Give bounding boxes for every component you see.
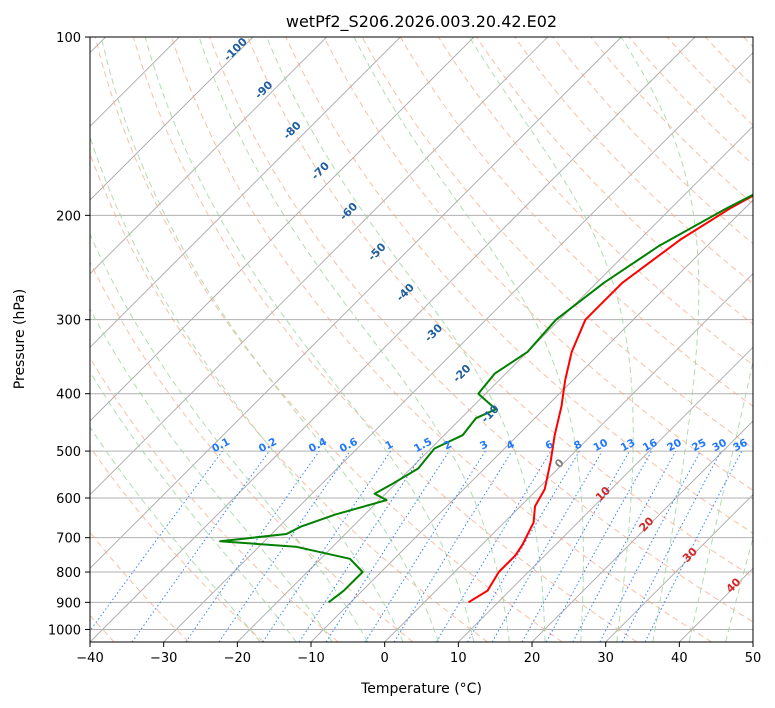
chart-title: wetPf2_S206.2026.003.20.42.E02: [286, 12, 557, 32]
moist-adiabat: [90, 135, 404, 642]
y-tick-label: 700: [56, 532, 81, 547]
mixing-ratio-line: [218, 450, 351, 642]
moist-adiabat: [620, 37, 700, 642]
x-tick-label: −30: [150, 651, 177, 666]
moist-adiabat: [266, 37, 546, 642]
dry-adiabat: [552, 37, 753, 245]
mixing-ratio-line: [262, 450, 392, 642]
dry-adiabat: [90, 152, 488, 642]
isotherm: [90, 37, 696, 642]
mixing-ratio-line: [131, 450, 270, 642]
mixing-ratio-line: [545, 450, 653, 642]
x-tick-label: 10: [450, 651, 467, 666]
dry-adiabat: [209, 37, 753, 623]
plot-frame: [89, 36, 754, 643]
dry-adiabat: [514, 37, 753, 285]
isotherm: [90, 37, 328, 275]
x-axis-label: Temperature (°C): [360, 681, 482, 697]
x-tick-label: 20: [524, 651, 541, 666]
dry-adiabat: [94, 37, 563, 642]
isotherm: [90, 37, 254, 201]
moist-adiabat: [90, 426, 261, 642]
moist-adiabat: [688, 358, 753, 642]
x-tick-label: 40: [671, 651, 688, 666]
y-tick-label: 400: [56, 388, 81, 403]
isotherm: [90, 37, 401, 349]
temperature-line: [467, 194, 753, 604]
x-tick-label: 30: [597, 651, 614, 666]
dry-adiabat: [90, 260, 414, 642]
dry-adiabat: [90, 446, 264, 642]
dry-adiabat: [628, 37, 753, 166]
dry-adiabat: [171, 37, 712, 642]
moist-adiabat: [90, 370, 297, 642]
mixing-ratio-line: [393, 450, 513, 642]
x-tick-label: 50: [745, 651, 762, 666]
y-axis-label: Pressure (hPa): [12, 289, 28, 389]
dry-adiabat: [437, 37, 753, 366]
isotherm: [90, 37, 475, 422]
y-tick-label: 800: [56, 566, 81, 581]
isotherm: [605, 493, 753, 642]
mixing-ratio-line: [325, 450, 450, 642]
moist-adiabat: [353, 37, 584, 642]
mixing-ratio-line: [185, 450, 320, 642]
x-tick-label: −20: [224, 651, 251, 666]
isotherm: [236, 125, 753, 642]
moist-adiabat: [90, 232, 369, 642]
x-tick-label: 0: [381, 651, 389, 666]
moist-adiabat: [198, 37, 510, 642]
y-tick-label: 900: [56, 596, 81, 611]
moist-adiabat: [100, 37, 439, 642]
mixing-ratio-line: [90, 450, 223, 632]
isotherm: [457, 346, 753, 642]
isotherm: [163, 51, 753, 642]
y-tick-label: 500: [56, 445, 81, 460]
dry-adiabat: [247, 37, 753, 578]
y-tick-label: 600: [56, 492, 81, 507]
dry-adiabat: [361, 37, 753, 449]
mixing-ratio-line: [644, 450, 743, 642]
x-tick-label: −40: [76, 651, 103, 666]
isotherm: [531, 420, 753, 642]
mixing-ratio-line: [521, 450, 630, 642]
isotherm: [384, 272, 753, 642]
dry-adiabat: [132, 37, 638, 642]
dry-adiabat: [399, 37, 753, 407]
y-tick-label: 300: [56, 314, 81, 329]
dewpoint-line: [219, 193, 753, 604]
y-tick-label: 1000: [48, 623, 81, 638]
y-tick-label: 100: [56, 31, 81, 46]
moist-adiabat: [725, 536, 753, 642]
mixing-ratio-line: [298, 450, 425, 642]
x-tick-label: −10: [297, 651, 324, 666]
isotherm: [90, 37, 549, 496]
isotherm: [90, 37, 622, 570]
moist-adiabat: [144, 37, 475, 642]
dry-adiabat: [323, 37, 753, 491]
mixing-ratio-line: [572, 450, 677, 642]
dry-adiabat: [285, 37, 753, 535]
y-tick-label: 200: [56, 209, 81, 224]
